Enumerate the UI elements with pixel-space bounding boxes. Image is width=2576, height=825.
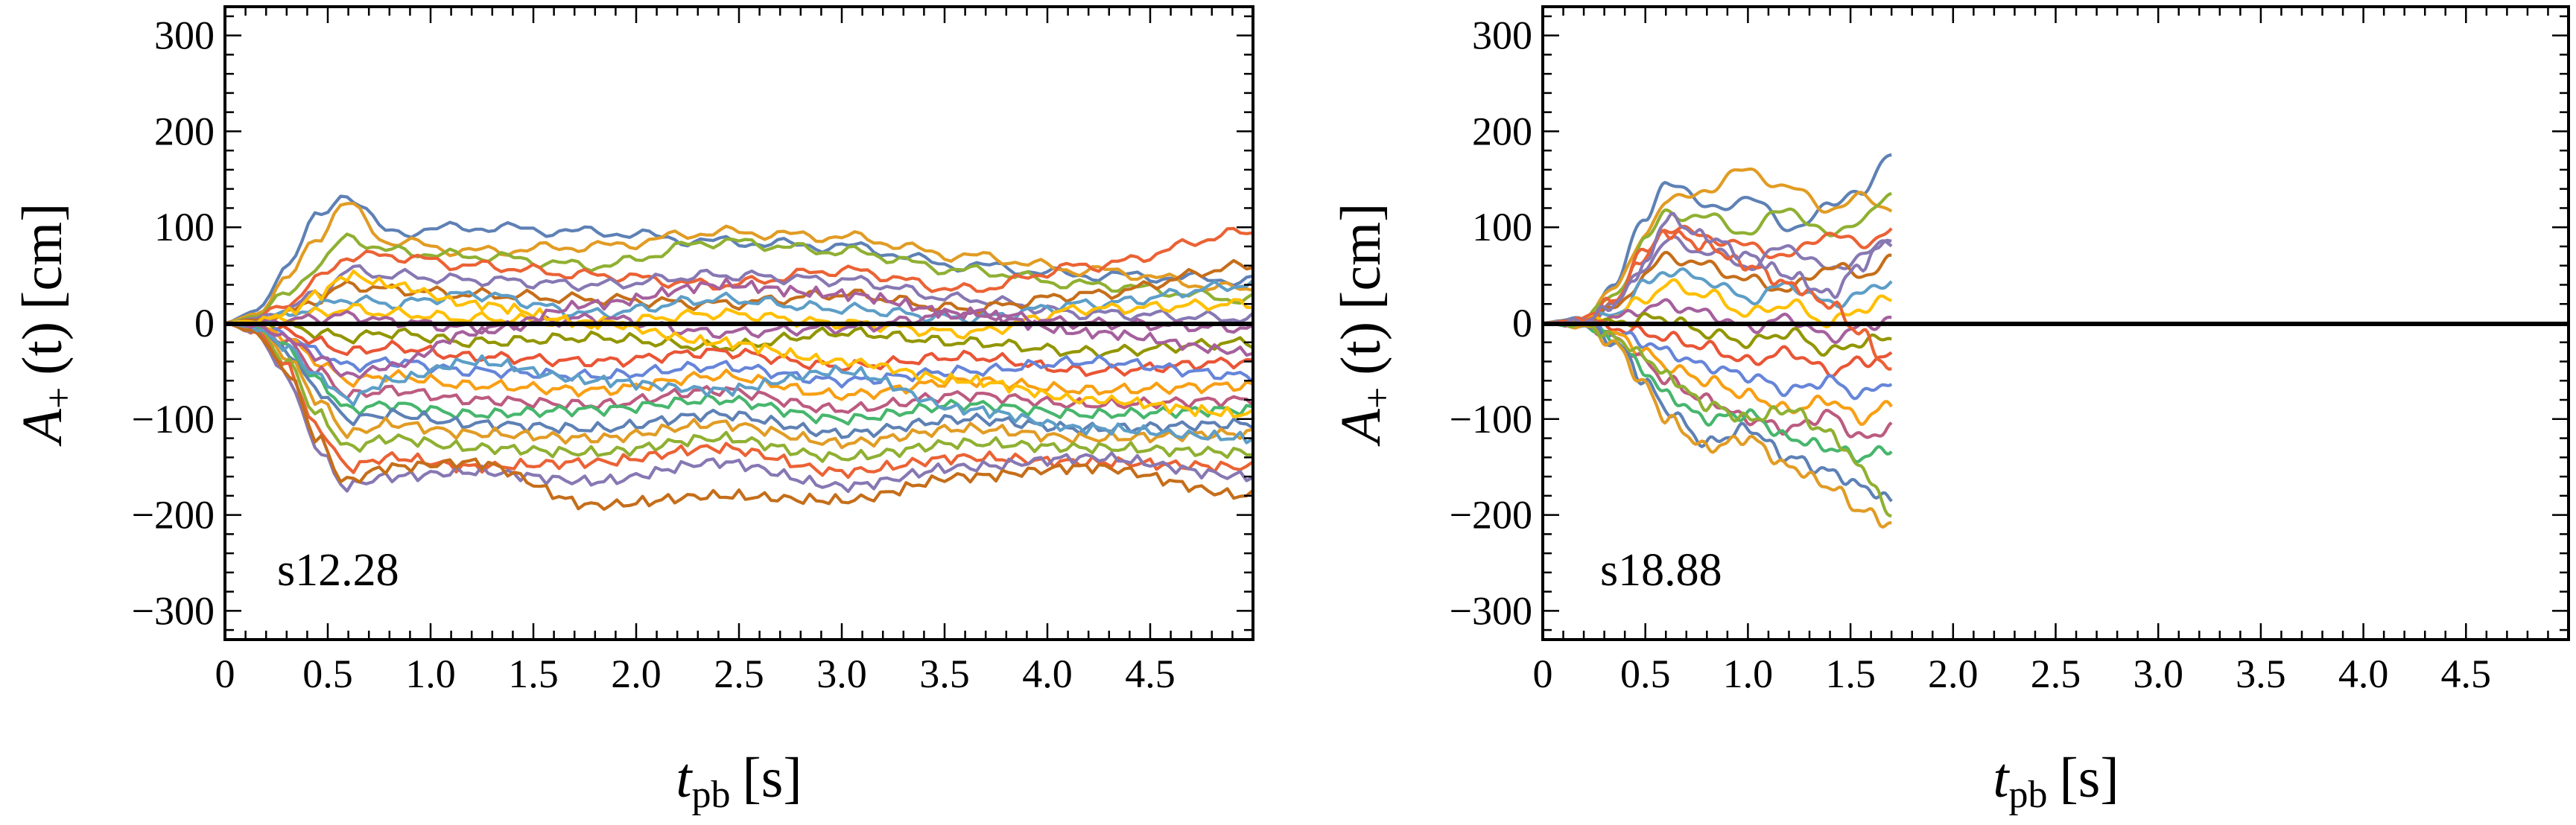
x-tick-label: 2.0 — [611, 652, 662, 696]
y-tick-label: −100 — [132, 397, 215, 442]
series-line-trace-4 — [224, 226, 1254, 325]
series-line-trace-5 — [224, 264, 1254, 325]
x-tick-label: 0.5 — [1620, 652, 1671, 696]
panel-s12-28: 0 0.5 1.0 1.5 2.0 2.5 3.0 3.5 4.0 4.5 −300 −200 −10… — [11, 5, 1254, 816]
series-line-trace-8 — [224, 298, 1254, 340]
y-tick-label: 200 — [154, 109, 215, 153]
y-tick-label: −300 — [132, 588, 215, 633]
y-tick-label: 300 — [154, 13, 215, 58]
series-line-trace-13 — [224, 321, 1254, 401]
x-tick-label: 1.5 — [508, 652, 559, 696]
series-line-trace-10 — [225, 319, 1254, 359]
x-tick-label: 0 — [1533, 652, 1553, 696]
panel-label-2: s18.88 — [1600, 545, 1722, 596]
x-tick-label: 1.0 — [1723, 652, 1774, 696]
series-line-trace-3 — [224, 232, 1254, 325]
series-line-trace-15 — [224, 321, 1254, 426]
series-line-trace-17 — [224, 321, 1254, 450]
x-tick-label: 4.5 — [1125, 652, 1176, 696]
xlabel-unit-2: [s] — [2059, 747, 2119, 809]
xlabel-symbol-1: t — [676, 747, 693, 809]
y-tick-label: −300 — [1450, 588, 1532, 633]
ylabel-argument-1: (t) — [11, 322, 74, 375]
x-tick-label: 4.0 — [2338, 652, 2389, 696]
series-group-2 — [1542, 153, 1893, 529]
y-ticks-1: −300 −200 −100 0 100 200 300 — [132, 13, 1253, 633]
series-line-trace-12 — [1542, 320, 1893, 401]
ylabel-symbol-2: A — [1330, 408, 1392, 447]
x-tick-label: 4.0 — [1022, 652, 1073, 696]
y-axis-title-2: A+ (t) [cm] — [1330, 203, 1399, 447]
series-line-trace-12 — [224, 321, 1254, 389]
x-ticks-1: 0 0.5 1.0 1.5 2.0 2.5 3.0 3.5 4.0 4.5 — [215, 7, 1254, 696]
y-tick-label: 100 — [154, 205, 215, 249]
series-line-trace-24 — [224, 277, 1254, 380]
x-tick-label: 0 — [215, 652, 235, 696]
y-tick-label: 0 — [1512, 301, 1532, 345]
series-line-trace-6 — [1542, 251, 1892, 326]
series-line-trace-21 — [224, 321, 1254, 512]
xlabel-unit-1: [s] — [742, 747, 802, 809]
y-tick-label: 100 — [1472, 205, 1532, 249]
series-line-trace-20 — [224, 321, 1254, 494]
series-line-trace-2 — [224, 202, 1254, 325]
x-tick-label: 3.0 — [2133, 652, 2183, 696]
y-ticks-2: −300 −200 −100 0 100 200 300 — [1450, 13, 2569, 633]
ylabel-argument-2: (t) — [1330, 322, 1392, 375]
series-line-trace-2 — [1542, 167, 1893, 325]
x-tick-label: 2.5 — [2031, 652, 2081, 696]
y-axis-title-1: A+ (t) [cm] — [11, 203, 80, 447]
x-tick-label: 1.5 — [1825, 652, 1876, 696]
y-tick-label: −100 — [1450, 397, 1532, 442]
xlabel-subscript-1: pb — [691, 774, 730, 816]
x-tick-label: 1.0 — [405, 652, 456, 696]
series-line-trace-18 — [224, 321, 1253, 463]
ylabel-subscript-1: + — [38, 387, 80, 409]
xlabel-symbol-2: t — [1993, 747, 2010, 809]
series-line-trace-20 — [1542, 211, 1892, 325]
series-line-trace-14 — [224, 321, 1254, 414]
x-tick-label: 0.5 — [302, 652, 353, 696]
series-line-trace-23 — [224, 270, 1254, 418]
x-tick-label: 2.0 — [1928, 652, 1979, 696]
ylabel-unit-2: [cm] — [1330, 203, 1392, 310]
y-tick-label: 200 — [1472, 109, 1532, 153]
ylabel-symbol-1: A — [11, 408, 74, 447]
series-line-trace-18 — [1542, 321, 1892, 518]
x-tick-label: 4.5 — [2441, 652, 2492, 696]
x-tick-label: 3.0 — [816, 652, 867, 696]
series-group-1 — [224, 194, 1254, 512]
x-tick-label: 2.5 — [714, 652, 764, 696]
ylabel-subscript-2: + — [1357, 387, 1399, 409]
x-tick-label: 3.5 — [919, 652, 970, 696]
x-axis-title-2: tpb [s] — [1993, 747, 2119, 816]
x-tick-label: 3.5 — [2236, 652, 2286, 696]
xlabel-subscript-2: pb — [2008, 774, 2047, 816]
y-tick-label: −200 — [132, 493, 215, 538]
ylabel-unit-1: [cm] — [11, 203, 74, 310]
series-line-trace-11 — [224, 321, 1254, 378]
panel-s18-88: 0 0.5 1.0 1.5 2.0 2.5 3.0 3.5 4.0 4.5 −300 −200 −10… — [1330, 5, 2570, 816]
x-ticks-2: 0 0.5 1.0 1.5 2.0 2.5 3.0 3.5 4.0 4.5 — [1533, 7, 2570, 696]
y-tick-label: 300 — [1472, 13, 1532, 58]
series-line-trace-17 — [1542, 321, 1892, 529]
y-tick-label: 0 — [194, 301, 215, 345]
series-line-trace-22 — [224, 321, 1254, 445]
x-axis-title-1: tpb [s] — [676, 747, 802, 816]
panel-label-1: s12.28 — [277, 545, 399, 596]
series-line-trace-16 — [1542, 320, 1893, 503]
y-tick-label: −200 — [1450, 493, 1532, 538]
